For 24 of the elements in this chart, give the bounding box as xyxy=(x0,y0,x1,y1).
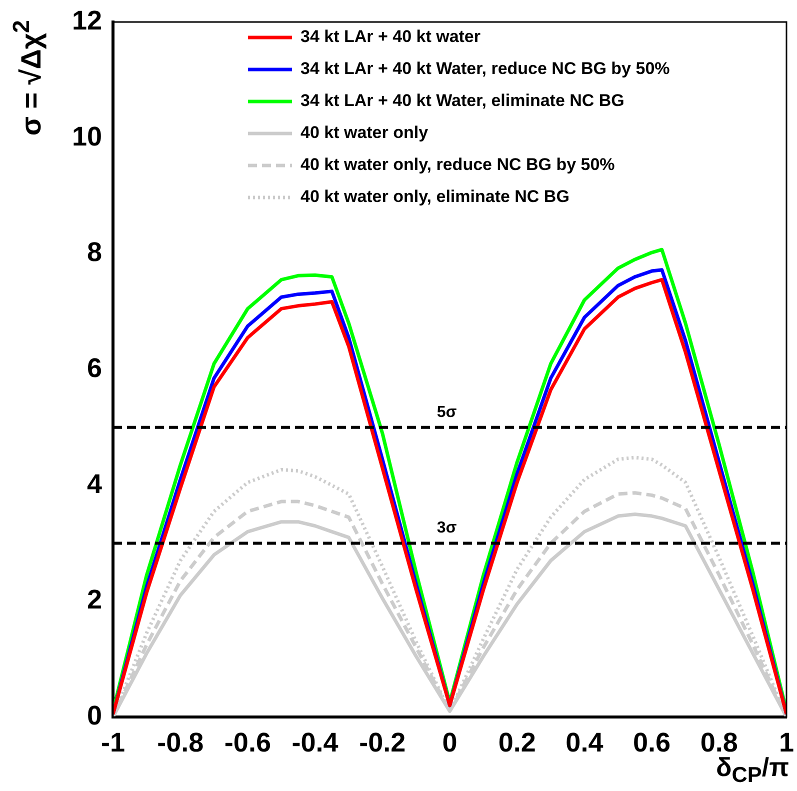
legend-label: 40 kt water only, eliminate NC BG xyxy=(300,187,570,206)
x-tick-label: 0.4 xyxy=(566,728,604,758)
y-tick-label: 4 xyxy=(86,468,102,499)
legend-label: 40 kt water only xyxy=(300,123,429,142)
ref-line-label: 3σ xyxy=(436,520,457,537)
x-tick-label: -0.2 xyxy=(359,728,406,758)
legend-label: 34 kt LAr + 40 kt Water, eliminate NC BG xyxy=(300,91,624,110)
x-tick-label: -0.6 xyxy=(224,728,271,758)
y-tick-label: 0 xyxy=(86,700,102,730)
y-tick-label: 2 xyxy=(86,584,102,615)
y-tick-label: 6 xyxy=(86,352,102,383)
legend-label: 40 kt water only, reduce NC BG by 50% xyxy=(300,155,615,174)
y-tick-label: 8 xyxy=(86,237,102,268)
x-tick-label: -0.4 xyxy=(292,728,338,758)
ref-line-label: 5σ xyxy=(436,404,457,421)
x-tick-label: -1 xyxy=(100,728,126,758)
legend-label: 34 kt LAr + 40 kt water xyxy=(300,27,481,46)
legend-label: 34 kt LAr + 40 kt Water, reduce NC BG by 50% xyxy=(300,59,670,78)
y-tick-label: 10 xyxy=(72,121,102,152)
x-tick-label: -0.8 xyxy=(157,728,204,758)
x-tick-label: 0 xyxy=(442,728,458,758)
x-tick-label: 0.6 xyxy=(633,728,671,758)
x-tick-label: 0.2 xyxy=(498,728,536,758)
y-tick-label: 12 xyxy=(72,5,102,36)
